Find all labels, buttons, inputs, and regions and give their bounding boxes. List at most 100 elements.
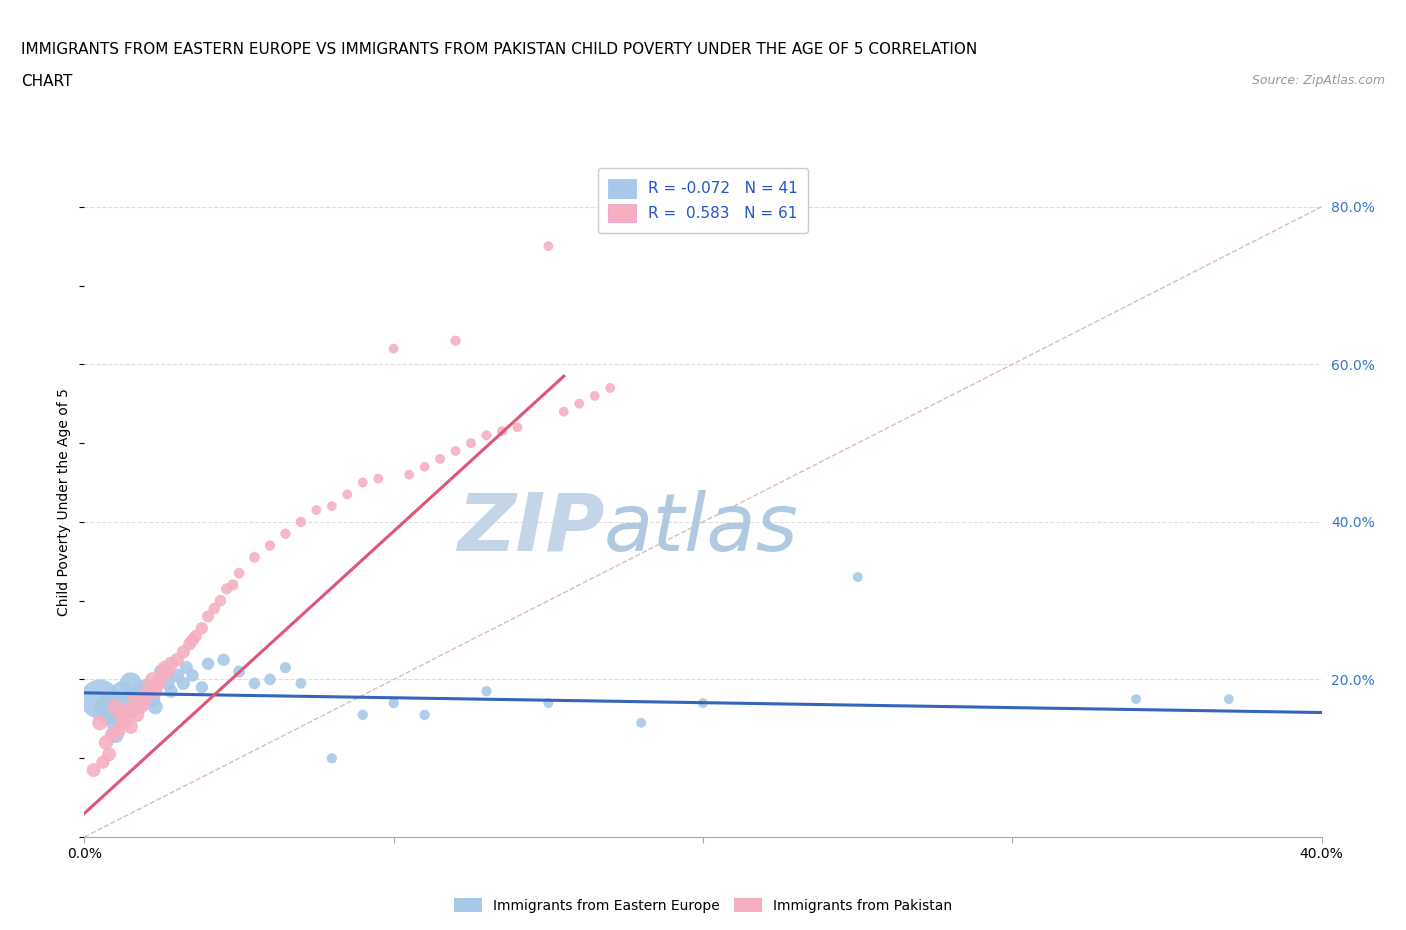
Point xyxy=(846,569,869,584)
Point xyxy=(382,696,405,711)
Point xyxy=(398,467,420,482)
Point xyxy=(122,689,145,704)
Point xyxy=(537,239,560,254)
Point xyxy=(215,581,238,596)
Point xyxy=(181,632,204,647)
Point xyxy=(120,703,142,718)
Point xyxy=(135,688,157,703)
Point xyxy=(120,676,142,691)
Point xyxy=(413,708,436,723)
Text: ZIP: ZIP xyxy=(457,490,605,568)
Point xyxy=(104,699,127,714)
Point xyxy=(166,668,188,683)
Point xyxy=(89,715,111,730)
Point xyxy=(184,629,207,644)
Text: IMMIGRANTS FROM EASTERN EUROPE VS IMMIGRANTS FROM PAKISTAN CHILD POVERTY UNDER T: IMMIGRANTS FROM EASTERN EUROPE VS IMMIGR… xyxy=(21,42,977,57)
Legend: Immigrants from Eastern Europe, Immigrants from Pakistan: Immigrants from Eastern Europe, Immigran… xyxy=(449,893,957,919)
Point xyxy=(491,424,513,439)
Point xyxy=(191,621,214,636)
Point xyxy=(475,428,498,443)
Point xyxy=(117,703,139,718)
Point xyxy=(104,715,127,730)
Point xyxy=(94,735,117,750)
Point xyxy=(599,380,621,395)
Point xyxy=(259,672,281,687)
Point xyxy=(132,696,155,711)
Point xyxy=(141,672,163,687)
Point xyxy=(179,636,201,651)
Point xyxy=(129,686,152,701)
Point xyxy=(321,498,343,513)
Point xyxy=(160,657,183,671)
Point xyxy=(228,664,250,679)
Legend: R = -0.072   N = 41, R =  0.583   N = 61: R = -0.072 N = 41, R = 0.583 N = 61 xyxy=(598,168,808,233)
Point xyxy=(413,459,436,474)
Point xyxy=(444,333,467,348)
Point xyxy=(107,724,129,738)
Point xyxy=(132,696,155,711)
Point xyxy=(1125,692,1147,707)
Point xyxy=(197,657,219,671)
Point xyxy=(181,668,204,683)
Point xyxy=(202,601,225,616)
Point xyxy=(290,676,312,691)
Point xyxy=(1218,692,1240,707)
Point xyxy=(367,472,389,486)
Point xyxy=(89,692,111,707)
Point xyxy=(212,652,235,667)
Point xyxy=(145,699,167,714)
Point xyxy=(120,719,142,734)
Point xyxy=(104,727,127,742)
Point xyxy=(243,676,266,691)
Point xyxy=(460,435,482,450)
Point xyxy=(141,692,163,707)
Point xyxy=(290,514,312,529)
Point xyxy=(630,715,652,730)
Point xyxy=(94,699,117,714)
Point xyxy=(176,660,198,675)
Point xyxy=(91,755,114,770)
Point xyxy=(129,699,152,714)
Point xyxy=(243,550,266,565)
Point xyxy=(228,565,250,580)
Point xyxy=(114,696,136,711)
Point xyxy=(110,708,132,723)
Point xyxy=(166,652,188,667)
Point xyxy=(156,676,179,691)
Point xyxy=(150,664,173,679)
Point xyxy=(537,696,560,711)
Point xyxy=(172,676,194,691)
Point xyxy=(583,389,606,404)
Point xyxy=(568,396,591,411)
Point xyxy=(222,578,245,592)
Point xyxy=(209,593,232,608)
Point xyxy=(429,451,451,466)
Point xyxy=(274,526,297,541)
Point xyxy=(352,475,374,490)
Point xyxy=(160,684,183,698)
Point xyxy=(145,684,167,698)
Point xyxy=(191,680,214,695)
Text: Source: ZipAtlas.com: Source: ZipAtlas.com xyxy=(1251,74,1385,87)
Point xyxy=(506,420,529,435)
Point xyxy=(110,684,132,698)
Point xyxy=(153,660,176,675)
Point xyxy=(125,708,148,723)
Point xyxy=(148,676,170,691)
Point xyxy=(321,751,343,765)
Y-axis label: Child Poverty Under the Age of 5: Child Poverty Under the Age of 5 xyxy=(58,388,72,617)
Text: CHART: CHART xyxy=(21,74,73,89)
Point xyxy=(336,487,359,502)
Text: atlas: atlas xyxy=(605,490,799,568)
Point xyxy=(135,680,157,695)
Point xyxy=(553,405,575,419)
Point xyxy=(197,609,219,624)
Point xyxy=(352,708,374,723)
Point xyxy=(305,502,328,517)
Point xyxy=(444,444,467,458)
Point xyxy=(98,747,121,762)
Point xyxy=(83,763,105,777)
Point xyxy=(156,664,179,679)
Point xyxy=(138,680,160,695)
Point xyxy=(172,644,194,659)
